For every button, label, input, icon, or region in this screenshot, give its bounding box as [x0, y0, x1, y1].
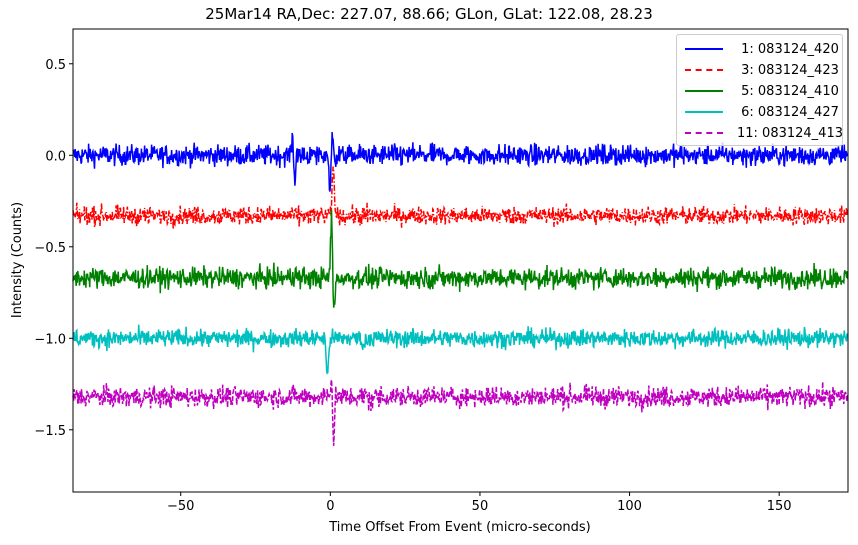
legend-label: 11: 083124_413 [737, 125, 843, 141]
x-axis-label: Time Offset From Event (micro-seconds) [328, 520, 591, 535]
y-axis: 0.5 0.0 −0.5 −1.0 −1.5 [34, 58, 73, 439]
data-traces [72, 131, 849, 446]
x-tick-label: 100 [617, 499, 642, 514]
legend-entry: 3: 083124_423 [685, 60, 839, 80]
legend-swatch-icon [685, 111, 723, 113]
x-tick-label: −50 [167, 499, 194, 514]
legend-label: 6: 083124_427 [737, 104, 839, 120]
legend-entry: 5: 083124_410 [685, 81, 839, 101]
legend-label: 5: 083124_410 [737, 83, 839, 99]
y-axis-label: Intensity (Counts) [10, 202, 25, 318]
y-tick-label: 0.0 [45, 149, 66, 164]
legend-swatch-icon [685, 132, 723, 134]
trace-line [72, 379, 849, 446]
y-tick-label: 0.5 [45, 58, 66, 73]
trace-line [72, 324, 849, 375]
legend-swatch-icon [685, 48, 723, 50]
legend-label: 1: 083124_420 [737, 41, 839, 57]
trace-line [72, 166, 849, 230]
legend-entry: 11: 083124_413 [685, 123, 843, 143]
trace-line [72, 131, 849, 192]
x-tick-label: 0 [326, 499, 334, 514]
x-tick-label: 150 [767, 499, 792, 514]
y-tick-label: −1.5 [34, 424, 66, 439]
y-tick-label: −1.0 [34, 332, 66, 347]
chart-title: 25Mar14 RA,Dec: 227.07, 88.66; GLon, GLa… [205, 5, 653, 23]
y-tick-label: −0.5 [34, 241, 66, 256]
legend-label: 3: 083124_423 [737, 62, 839, 78]
legend-entry: 6: 083124_427 [685, 102, 839, 122]
trace-line [72, 209, 849, 308]
x-tick-label: 50 [472, 499, 489, 514]
legend-entry: 1: 083124_420 [685, 39, 839, 59]
legend: 1: 083124_420 3: 083124_423 5: 083124_41… [676, 34, 843, 146]
axes-frame [72, 28, 849, 493]
legend-swatch-icon [685, 90, 723, 92]
legend-swatch-icon [685, 69, 723, 71]
x-axis: −50 0 50 100 150 [167, 492, 792, 514]
